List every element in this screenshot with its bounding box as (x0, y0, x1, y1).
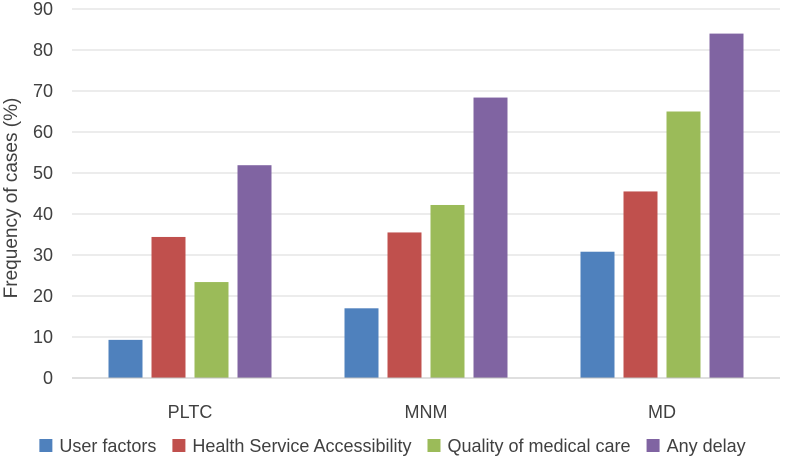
y-tick-label: 20 (33, 286, 53, 306)
bar-md-any-delay (709, 33, 744, 378)
y-tick-label: 80 (33, 40, 53, 60)
bars (108, 33, 744, 378)
x-category-label: PLTC (168, 402, 213, 422)
y-tick-label: 60 (33, 122, 53, 142)
y-tick-label: 40 (33, 204, 53, 224)
y-tick-label: 50 (33, 163, 53, 183)
bar-mnm-health-service-accessibility (387, 232, 422, 378)
bar-md-health-service-accessibility (623, 191, 658, 378)
gridlines (72, 8, 780, 338)
bar-md-user-factors (580, 251, 615, 378)
bar-mnm-any-delay (473, 97, 508, 378)
legend-label: Any delay (667, 436, 746, 456)
bar-pltc-quality-of-medical-care (194, 282, 229, 378)
y-tick-label: 70 (33, 81, 53, 101)
y-tick-label: 0 (43, 368, 53, 388)
y-axis-title: Frequency of cases (%) (1, 98, 22, 299)
tick-labels: 0 10 20 30 40 50 60 70 80 90 PLTC MNM MD (33, 0, 676, 422)
bar-pltc-any-delay (237, 165, 272, 378)
y-tick-label: 30 (33, 245, 53, 265)
legend: User factors Health Service Accessibility… (39, 436, 746, 456)
bar-mnm-user-factors (344, 308, 379, 378)
legend-item: Health Service Accessibility (172, 436, 411, 456)
bar-pltc-health-service-accessibility (151, 236, 186, 378)
legend-swatch (39, 439, 53, 452)
legend-swatch (172, 439, 186, 452)
bar-md-quality-of-medical-care (666, 111, 701, 378)
legend-label: Health Service Accessibility (192, 436, 411, 456)
legend-swatch (646, 439, 660, 452)
legend-swatch (427, 439, 441, 452)
y-tick-label: 90 (33, 0, 53, 19)
legend-item: User factors (39, 436, 156, 456)
bar-mnm-quality-of-medical-care (430, 204, 465, 378)
legend-item: Quality of medical care (427, 436, 631, 456)
bar-pltc-user-factors (108, 339, 143, 378)
legend-label: Quality of medical care (447, 436, 630, 456)
x-category-label: MD (648, 402, 676, 422)
legend-label: User factors (59, 436, 156, 456)
x-category-label: MNM (405, 402, 448, 422)
legend-item: Any delay (646, 436, 746, 456)
y-tick-label: 10 (33, 327, 53, 347)
